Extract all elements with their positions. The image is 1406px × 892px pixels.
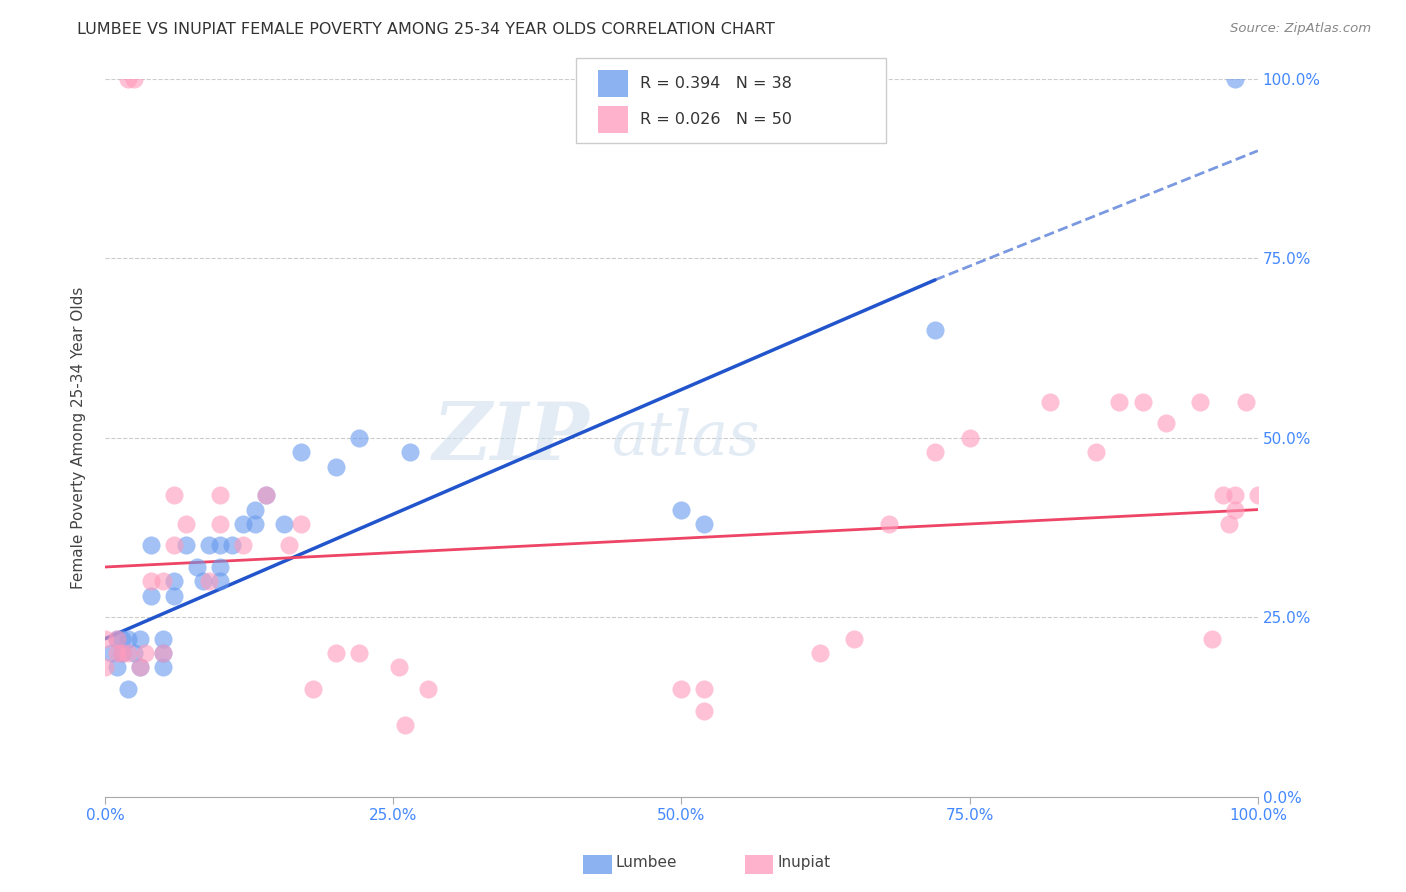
Point [100, 646, 122, 660]
Point [1039, 395, 1062, 409]
Point [254, 488, 277, 502]
Text: R = 0.026   N = 50: R = 0.026 N = 50 [640, 112, 792, 127]
Point [399, 445, 422, 459]
Point [174, 516, 197, 531]
Point [1108, 395, 1130, 409]
Point [1212, 488, 1234, 502]
Point [111, 632, 134, 646]
Point [128, 660, 150, 674]
Point [221, 539, 243, 553]
Point [671, 502, 693, 516]
Point [122, 72, 145, 87]
Point [290, 445, 312, 459]
Point [273, 516, 295, 531]
Point [1085, 445, 1108, 459]
Point [924, 323, 946, 337]
Point [254, 488, 277, 502]
Point [1132, 395, 1154, 409]
Point [1218, 516, 1240, 531]
Point [290, 516, 312, 531]
Text: Inupiat: Inupiat [778, 855, 831, 870]
Point [122, 646, 145, 660]
Point [191, 574, 214, 589]
Point [1223, 72, 1246, 87]
Point [139, 589, 162, 603]
Point [134, 646, 156, 660]
Text: LUMBEE VS INUPIAT FEMALE POVERTY AMONG 25-34 YEAR OLDS CORRELATION CHART: LUMBEE VS INUPIAT FEMALE POVERTY AMONG 2… [77, 22, 775, 37]
Point [347, 646, 370, 660]
Point [105, 646, 128, 660]
Point [209, 560, 232, 574]
Point [394, 718, 416, 732]
Point [693, 681, 716, 696]
Text: Source: ZipAtlas.com: Source: ZipAtlas.com [1230, 22, 1371, 36]
Point [163, 574, 186, 589]
Point [105, 660, 128, 674]
Point [174, 539, 197, 553]
Point [163, 539, 186, 553]
Point [186, 560, 208, 574]
Point [278, 539, 301, 553]
Point [325, 646, 347, 660]
Point [111, 646, 134, 660]
Point [139, 574, 162, 589]
Point [243, 516, 266, 531]
Point [117, 632, 139, 646]
Point [1154, 417, 1177, 431]
Point [209, 516, 232, 531]
Point [693, 516, 716, 531]
Text: ZIP: ZIP [432, 399, 589, 476]
Point [128, 632, 150, 646]
Point [924, 445, 946, 459]
Point [197, 539, 219, 553]
Point [232, 539, 254, 553]
Point [117, 646, 139, 660]
Point [1189, 395, 1212, 409]
Point [877, 516, 900, 531]
Point [152, 660, 174, 674]
Point [152, 646, 174, 660]
Point [139, 539, 162, 553]
Point [152, 574, 174, 589]
Point [209, 488, 232, 502]
Point [105, 632, 128, 646]
Point [1234, 395, 1257, 409]
Point [347, 431, 370, 445]
Point [1247, 488, 1270, 502]
Point [163, 589, 186, 603]
Point [117, 681, 139, 696]
Point [1201, 632, 1223, 646]
Point [693, 704, 716, 718]
Point [808, 646, 831, 660]
Point [111, 646, 134, 660]
Point [301, 681, 323, 696]
Text: R = 0.394   N = 38: R = 0.394 N = 38 [640, 76, 792, 91]
Point [209, 574, 232, 589]
Point [117, 72, 139, 87]
Point [844, 632, 866, 646]
Point [232, 516, 254, 531]
Point [1223, 488, 1246, 502]
Point [416, 681, 439, 696]
Point [163, 488, 186, 502]
Y-axis label: Female Poverty Among 25-34 Year Olds: Female Poverty Among 25-34 Year Olds [72, 286, 86, 589]
Point [152, 632, 174, 646]
Point [1223, 502, 1246, 516]
Point [243, 502, 266, 516]
Point [94, 660, 117, 674]
Point [197, 574, 219, 589]
Point [209, 539, 232, 553]
Point [325, 459, 347, 474]
Text: atlas: atlas [612, 408, 761, 467]
Point [152, 646, 174, 660]
Point [94, 632, 117, 646]
Point [388, 660, 411, 674]
Point [671, 681, 693, 696]
Point [105, 632, 128, 646]
Point [959, 431, 981, 445]
Text: Lumbee: Lumbee [616, 855, 678, 870]
Point [128, 660, 150, 674]
